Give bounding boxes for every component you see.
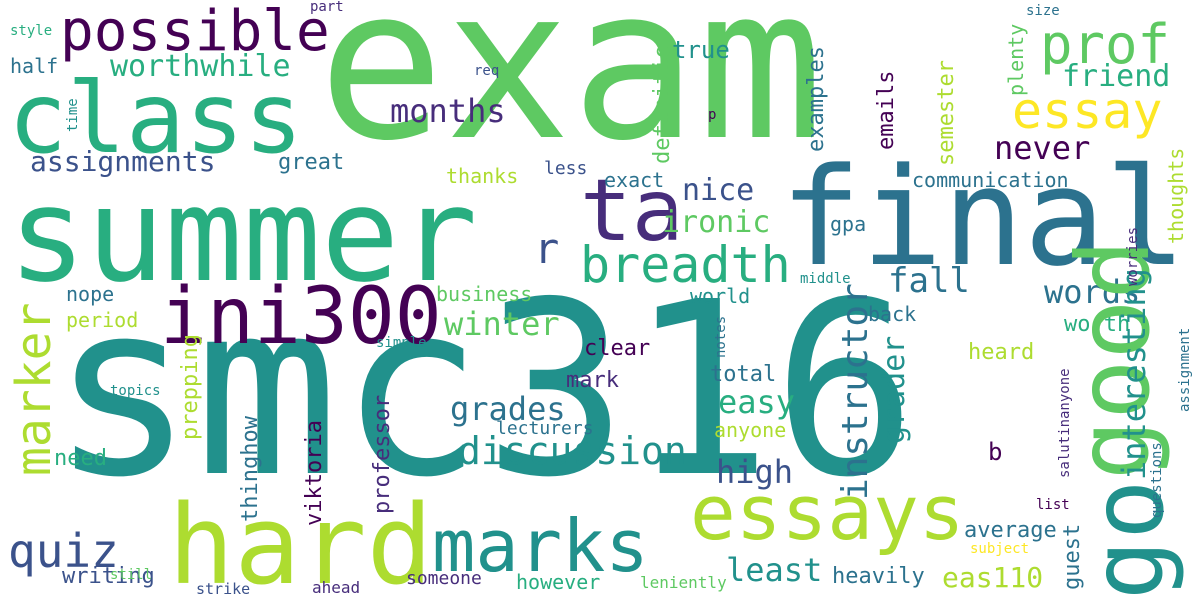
word-b: b bbox=[988, 438, 1003, 466]
word-worries: worries bbox=[1125, 226, 1141, 286]
word-leniently: leniently bbox=[640, 573, 727, 592]
word-list: list bbox=[1036, 497, 1070, 513]
word-semester: semester bbox=[934, 60, 959, 166]
word-friend: friend bbox=[1062, 59, 1171, 94]
word-salutinanyone: salutinanyone bbox=[1057, 368, 1073, 478]
word-definition: definition bbox=[650, 31, 675, 164]
word-emails: emails bbox=[874, 70, 899, 150]
word-essay: essay bbox=[1012, 82, 1163, 140]
word-business: business bbox=[436, 282, 533, 306]
word-true: true bbox=[672, 36, 730, 64]
word-interesting: interesting bbox=[1115, 268, 1153, 480]
word-extensively: size bbox=[1026, 3, 1060, 19]
word-instructor: instructor bbox=[835, 283, 876, 500]
word-nice: nice bbox=[682, 173, 755, 208]
word-breadth: breadth bbox=[580, 236, 791, 294]
word-thoughts: thoughts bbox=[1164, 147, 1188, 244]
word-gpa: gpa bbox=[830, 212, 867, 236]
word-time: req bbox=[474, 63, 500, 79]
word-easy: easy bbox=[718, 383, 796, 421]
word-discussion: discussion bbox=[458, 429, 687, 473]
word-questions: questions bbox=[1149, 442, 1165, 518]
word-r: r bbox=[534, 224, 560, 273]
word-nope: nope bbox=[66, 282, 115, 306]
word-still: still bbox=[110, 567, 153, 583]
word-viktoria: viktoria bbox=[302, 420, 327, 526]
word-professor: professor bbox=[370, 394, 395, 514]
word-middle: middle bbox=[800, 271, 851, 287]
word-worthwhile: worthwhile bbox=[110, 49, 291, 84]
word-topics: topics bbox=[110, 383, 161, 399]
word-hard: hard bbox=[168, 481, 433, 600]
word-heard: heard bbox=[968, 340, 1035, 365]
word-words: words bbox=[1044, 273, 1141, 311]
word-exact: exact bbox=[604, 168, 665, 192]
word-quiz: quiz bbox=[8, 524, 119, 578]
word-prof: prof bbox=[1040, 13, 1171, 76]
word-mark: mark bbox=[566, 368, 619, 393]
word-smc316: smc316 bbox=[50, 250, 917, 530]
word-ironic: ironic bbox=[662, 205, 771, 240]
word-thinghow: thinghow bbox=[238, 416, 263, 522]
word-simple: simple bbox=[376, 335, 427, 351]
word-communication: communication bbox=[912, 168, 1069, 192]
word-winter: winter bbox=[444, 305, 560, 343]
word-size: style bbox=[10, 23, 53, 39]
word-summer: summer bbox=[8, 159, 478, 311]
word-prepping: prepping bbox=[178, 334, 203, 440]
word-thanks: thanks bbox=[446, 164, 519, 188]
word-world: world bbox=[690, 284, 751, 308]
word-anyone: anyone bbox=[714, 418, 787, 442]
word-worth: worth bbox=[1064, 312, 1131, 337]
word-style: time bbox=[65, 98, 81, 132]
word-period: period bbox=[66, 308, 139, 332]
word-subject: subject bbox=[970, 541, 1030, 557]
word-grades: grades bbox=[450, 390, 566, 428]
word-ini300: ini300 bbox=[160, 272, 442, 362]
word-however: however bbox=[516, 570, 601, 594]
word-great: great bbox=[278, 150, 345, 175]
word-assignments: assignments bbox=[30, 145, 216, 178]
word-total: total bbox=[710, 362, 777, 387]
word-notes: notes bbox=[713, 315, 729, 358]
word-high: high bbox=[716, 453, 794, 491]
word-ta: ta bbox=[580, 161, 684, 261]
word-someone: someone bbox=[406, 568, 482, 589]
word-heavily: heavily bbox=[832, 564, 925, 589]
word-marks: marks bbox=[432, 504, 649, 588]
word-marker: marker bbox=[6, 302, 62, 476]
word-writing: writing bbox=[62, 564, 155, 589]
word-clear: clear bbox=[584, 336, 651, 361]
word-class: class bbox=[8, 62, 304, 176]
word-ahead: ahead bbox=[312, 578, 361, 597]
word-final: final bbox=[780, 139, 1187, 296]
word-part: p bbox=[708, 107, 717, 123]
word-least: least bbox=[726, 551, 823, 589]
word-req: part bbox=[310, 0, 344, 15]
word-possible: possible bbox=[60, 0, 330, 64]
word-exam: exam bbox=[318, 0, 824, 187]
word-average: average bbox=[964, 518, 1057, 543]
word-grader: grader bbox=[877, 335, 912, 444]
word-strike: strike bbox=[196, 580, 251, 598]
word-examples: examples bbox=[804, 46, 829, 152]
word-lecturers: lecturers bbox=[496, 418, 594, 439]
word-months: months bbox=[390, 92, 506, 130]
word-guest: guest bbox=[1060, 523, 1085, 590]
word-need: need bbox=[54, 446, 107, 471]
word-half: half bbox=[10, 54, 59, 78]
word-essays: essays bbox=[690, 468, 965, 557]
word-plenty: plenty bbox=[1004, 23, 1028, 96]
word-back: back bbox=[868, 302, 917, 326]
word-less: less bbox=[544, 158, 588, 179]
word-never: never bbox=[994, 129, 1091, 167]
word-assignment: assignment bbox=[1177, 327, 1193, 412]
word-eas110: eas110 bbox=[942, 561, 1044, 594]
word-fall: fall bbox=[888, 261, 970, 301]
